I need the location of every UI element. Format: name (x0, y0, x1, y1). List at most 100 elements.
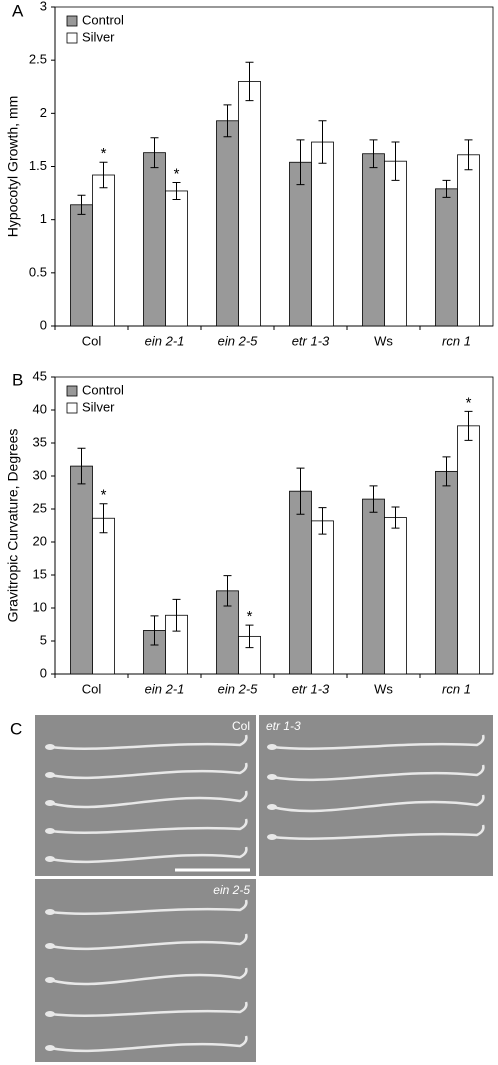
significance-mark: * (174, 165, 180, 182)
seedling (45, 744, 55, 750)
error-bar (99, 503, 108, 534)
error-bar (223, 104, 232, 138)
seedling (267, 774, 277, 780)
photo (259, 715, 493, 876)
y-tick-label: 15 (33, 566, 47, 581)
seedling (49, 1035, 248, 1053)
legend-label: Silver (82, 399, 115, 414)
seedling (49, 967, 248, 986)
bar (457, 425, 480, 675)
y-tick-label: 35 (33, 434, 47, 449)
error-bar (245, 624, 254, 649)
significance-mark: * (466, 394, 472, 411)
y-tick-label: 0.5 (29, 264, 47, 279)
error-bar (318, 507, 327, 535)
seedling (45, 856, 55, 862)
error-bar (296, 139, 305, 186)
bar (289, 490, 312, 675)
seedling (45, 943, 55, 949)
y-tick-label: 0 (40, 317, 47, 332)
legend-swatch (66, 32, 78, 44)
y-tick-label: 10 (33, 599, 47, 614)
legend-swatch (66, 385, 78, 397)
significance-mark: * (101, 145, 107, 162)
seedling (49, 899, 248, 915)
error-bar (442, 456, 451, 487)
error-bar (150, 137, 159, 169)
bar (289, 161, 312, 327)
seedling (271, 794, 485, 813)
photo (35, 715, 256, 876)
photo-panel (35, 715, 493, 1062)
error-bar (442, 179, 451, 198)
bar (362, 153, 385, 327)
legend-swatch (66, 15, 78, 27)
seedling (267, 834, 277, 840)
legend-label: Silver (82, 29, 115, 44)
error-bar (318, 120, 327, 164)
y-tick-label: 1.5 (29, 158, 47, 173)
bar (143, 152, 166, 327)
error-bar (296, 467, 305, 515)
error-bar (391, 141, 400, 181)
bar (238, 81, 261, 327)
seedling (45, 1045, 55, 1051)
x-tick-label: Col (82, 681, 102, 696)
y-tick-label: 45 (33, 368, 47, 383)
bar (435, 188, 458, 327)
error-bar (464, 410, 473, 441)
seedling (49, 818, 248, 834)
seedling (49, 933, 248, 951)
panel-label: A (12, 1, 24, 20)
seedling (271, 734, 485, 750)
y-tick-label: 30 (33, 467, 47, 482)
y-tick-label: 2.5 (29, 52, 47, 67)
error-bar (369, 139, 378, 169)
seedling (271, 824, 485, 840)
y-tick-label: 2 (40, 105, 47, 120)
error-bar (77, 194, 86, 215)
significance-mark: * (247, 608, 253, 625)
legend-swatch (66, 402, 78, 414)
y-tick-label: 5 (40, 632, 47, 647)
x-tick-label: ein 2-1 (145, 681, 185, 696)
error-bar (464, 139, 473, 171)
y-axis-title: Hypocotyl Growth, mm (5, 96, 21, 238)
photo-label: ein 2-5 (213, 883, 250, 897)
bar (457, 154, 480, 327)
photo-label: etr 1-3 (266, 719, 301, 733)
bar (92, 174, 115, 327)
bar (70, 204, 93, 327)
y-tick-label: 1 (40, 211, 47, 226)
seedling (267, 804, 277, 810)
error-bar (172, 181, 181, 200)
seedling (45, 977, 55, 983)
significance-mark: * (101, 487, 107, 504)
plot-frame (54, 6, 494, 327)
photo-label: Col (232, 719, 250, 733)
x-tick-label: etr 1-3 (292, 333, 330, 348)
y-tick-label: 20 (33, 533, 47, 548)
x-tick-label: ein 2-5 (218, 681, 259, 696)
x-tick-label: Ws (374, 681, 393, 696)
error-bar (223, 575, 232, 607)
seedling (49, 762, 248, 780)
seedling (267, 744, 277, 750)
seedling (45, 828, 55, 834)
bar (165, 190, 188, 327)
bar (70, 465, 93, 675)
x-tick-label: rcn 1 (442, 681, 471, 696)
y-tick-label: 3 (40, 0, 47, 13)
x-tick-label: ein 2-5 (218, 333, 259, 348)
photo (35, 879, 256, 1062)
seedling (45, 772, 55, 778)
bar (92, 517, 115, 675)
seedling (45, 800, 55, 806)
plot-frame (54, 376, 494, 675)
seedling (45, 1011, 55, 1017)
seedling (49, 846, 248, 864)
legend-label: Control (82, 12, 124, 27)
bar (384, 517, 407, 675)
bar (384, 160, 407, 327)
